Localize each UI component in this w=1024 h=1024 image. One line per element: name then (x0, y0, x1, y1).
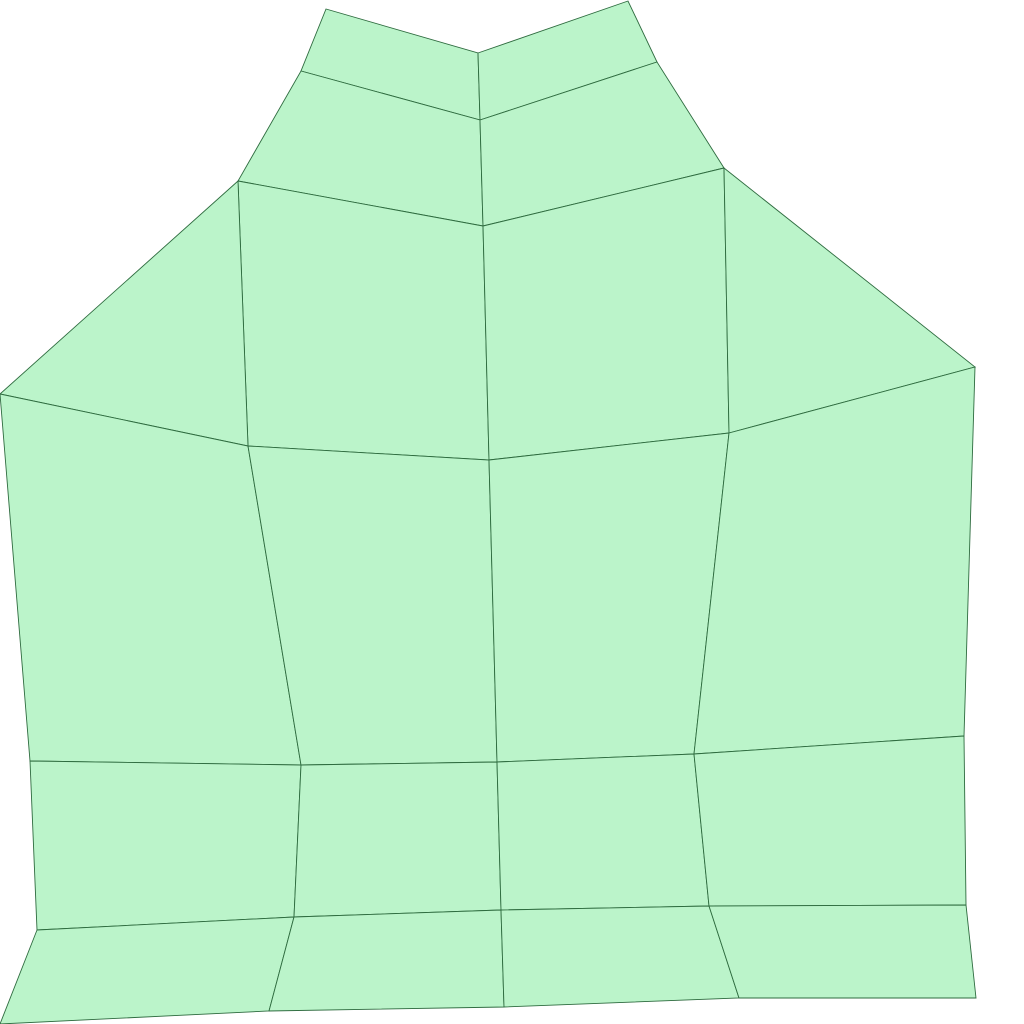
mesh-cell-11 (488, 432, 730, 763)
mesh-cell-16 (693, 735, 967, 907)
mesh-cell-19 (500, 905, 740, 1008)
mesh-cells (0, 0, 977, 1024)
mesh-cell-13 (29, 760, 302, 931)
mesh-cell-15 (496, 753, 710, 911)
mesh-cell-18 (268, 909, 505, 1012)
mesh-cell-20 (708, 904, 977, 999)
mesh-cell-5 (237, 180, 490, 461)
mesh-cell-14 (293, 761, 502, 918)
mesh-cell-17 (0, 916, 295, 1024)
